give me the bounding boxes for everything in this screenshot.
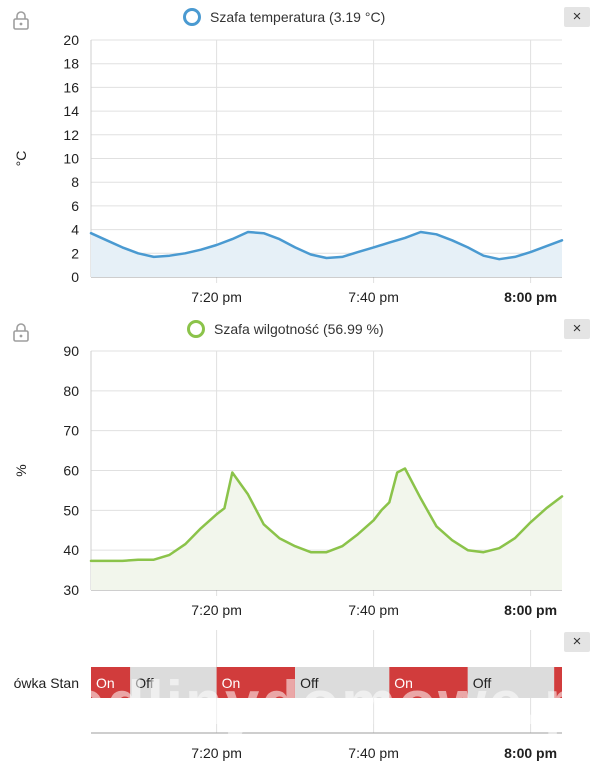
- state-segment-label: On: [96, 675, 115, 691]
- y-tick-label: 70: [63, 423, 79, 439]
- temperature-card: × Szafa temperatura (3.19 °C) 0 2 4 6 8 10 12 1…: [0, 0, 604, 310]
- series-label: ówka Stan: [14, 675, 79, 691]
- y-tick-label: 18: [63, 56, 79, 72]
- y-tick-label: 20: [63, 32, 79, 48]
- legend-circle-icon: [187, 320, 205, 338]
- series-line: [89, 467, 564, 563]
- y-tick-label: 14: [63, 103, 79, 119]
- y-tick-label: 10: [63, 151, 79, 167]
- close-button[interactable]: ×: [564, 319, 590, 339]
- x-tick-label: 8:00 pm: [504, 602, 557, 618]
- close-button[interactable]: ×: [564, 632, 590, 652]
- x-tick-label: 7:40 pm: [348, 289, 399, 305]
- lock-icon-svg: [13, 11, 29, 30]
- y-tick-label: 8: [71, 174, 79, 190]
- state-segment: [467, 667, 555, 698]
- x-tick-label: 7:20 pm: [191, 602, 242, 618]
- lock-icon[interactable]: [12, 10, 30, 30]
- y-tick-label: 4: [71, 222, 79, 238]
- series-area-fill: [91, 232, 562, 277]
- y-tick-label: 60: [63, 463, 79, 479]
- close-button[interactable]: ×: [564, 7, 590, 27]
- legend: Szafa wilgotność (56.99 %): [0, 320, 604, 344]
- state-segment-label: Off: [473, 675, 492, 691]
- y-tick-label: 40: [63, 542, 79, 558]
- humidity-chart: 30 40 50 60 70 80 90% 7:20 pm 7:40 pm 8:00 pm: [13, 343, 564, 618]
- state-segment: [216, 667, 296, 698]
- state-segment: [130, 667, 217, 698]
- state-segment-label: On: [394, 675, 413, 691]
- legend: Szafa temperatura (3.19 °C): [0, 8, 604, 32]
- legend-item-humidity[interactable]: Szafa wilgotność (56.99 %): [187, 320, 384, 338]
- state-segment: [295, 667, 390, 698]
- lock-icon[interactable]: [12, 322, 30, 342]
- y-tick-label: 16: [63, 79, 79, 95]
- lock-icon-svg: [13, 323, 29, 342]
- x-tick-label: 7:40 pm: [348, 745, 399, 761]
- legend-circle-icon: [183, 8, 201, 26]
- humidity-card: × Szafa wilgotność (56.99 %) 30 40 50 60 70 8…: [0, 310, 604, 630]
- x-tick-label: 7:40 pm: [348, 602, 399, 618]
- temperature-chart: 0 2 4 6 8 10 12 14 16 18 20 °C 7:20 pm 7:40 pm 8:00 pm: [13, 32, 564, 305]
- state-segment-label: On: [222, 675, 241, 691]
- x-tick-label: 8:00 pm: [504, 289, 557, 305]
- legend-label: Szafa temperatura (3.19 °C): [210, 9, 386, 25]
- y-tick-label: 50: [63, 502, 79, 518]
- legend-label: Szafa wilgotność (56.99 %): [214, 321, 384, 337]
- state-segment: [554, 667, 562, 698]
- state-segment-label: Off: [135, 675, 154, 691]
- y-tick-label: 80: [63, 383, 79, 399]
- x-tick-label: 7:20 pm: [191, 289, 242, 305]
- series-area-fill: [91, 468, 562, 590]
- state-segment: [389, 667, 468, 698]
- legend-item-temperature[interactable]: Szafa temperatura (3.19 °C): [183, 8, 385, 26]
- y-tick-label: 6: [71, 198, 79, 214]
- state-timeline-card: × ówka Stan On Off On Off On Off 7:20 pm 7:40 pm…: [0, 630, 604, 770]
- y-tick-label: 90: [63, 343, 79, 359]
- series-line: [89, 230, 564, 261]
- y-tick-label: 30: [63, 582, 79, 598]
- y-tick-label: 12: [63, 127, 79, 143]
- state-segment-label: Off: [300, 675, 319, 691]
- x-tick-label: 8:00 pm: [504, 745, 557, 761]
- state-timeline-chart: ówka Stan On Off On Off On Off 7:20 pm 7:40 pm 8:…: [14, 630, 562, 761]
- y-axis-label: °C: [13, 151, 29, 167]
- y-tick-label: 0: [71, 269, 79, 285]
- x-tick-label: 7:20 pm: [191, 745, 242, 761]
- y-axis-label: %: [13, 464, 29, 476]
- y-tick-label: 2: [71, 245, 79, 261]
- state-segment: [91, 667, 131, 698]
